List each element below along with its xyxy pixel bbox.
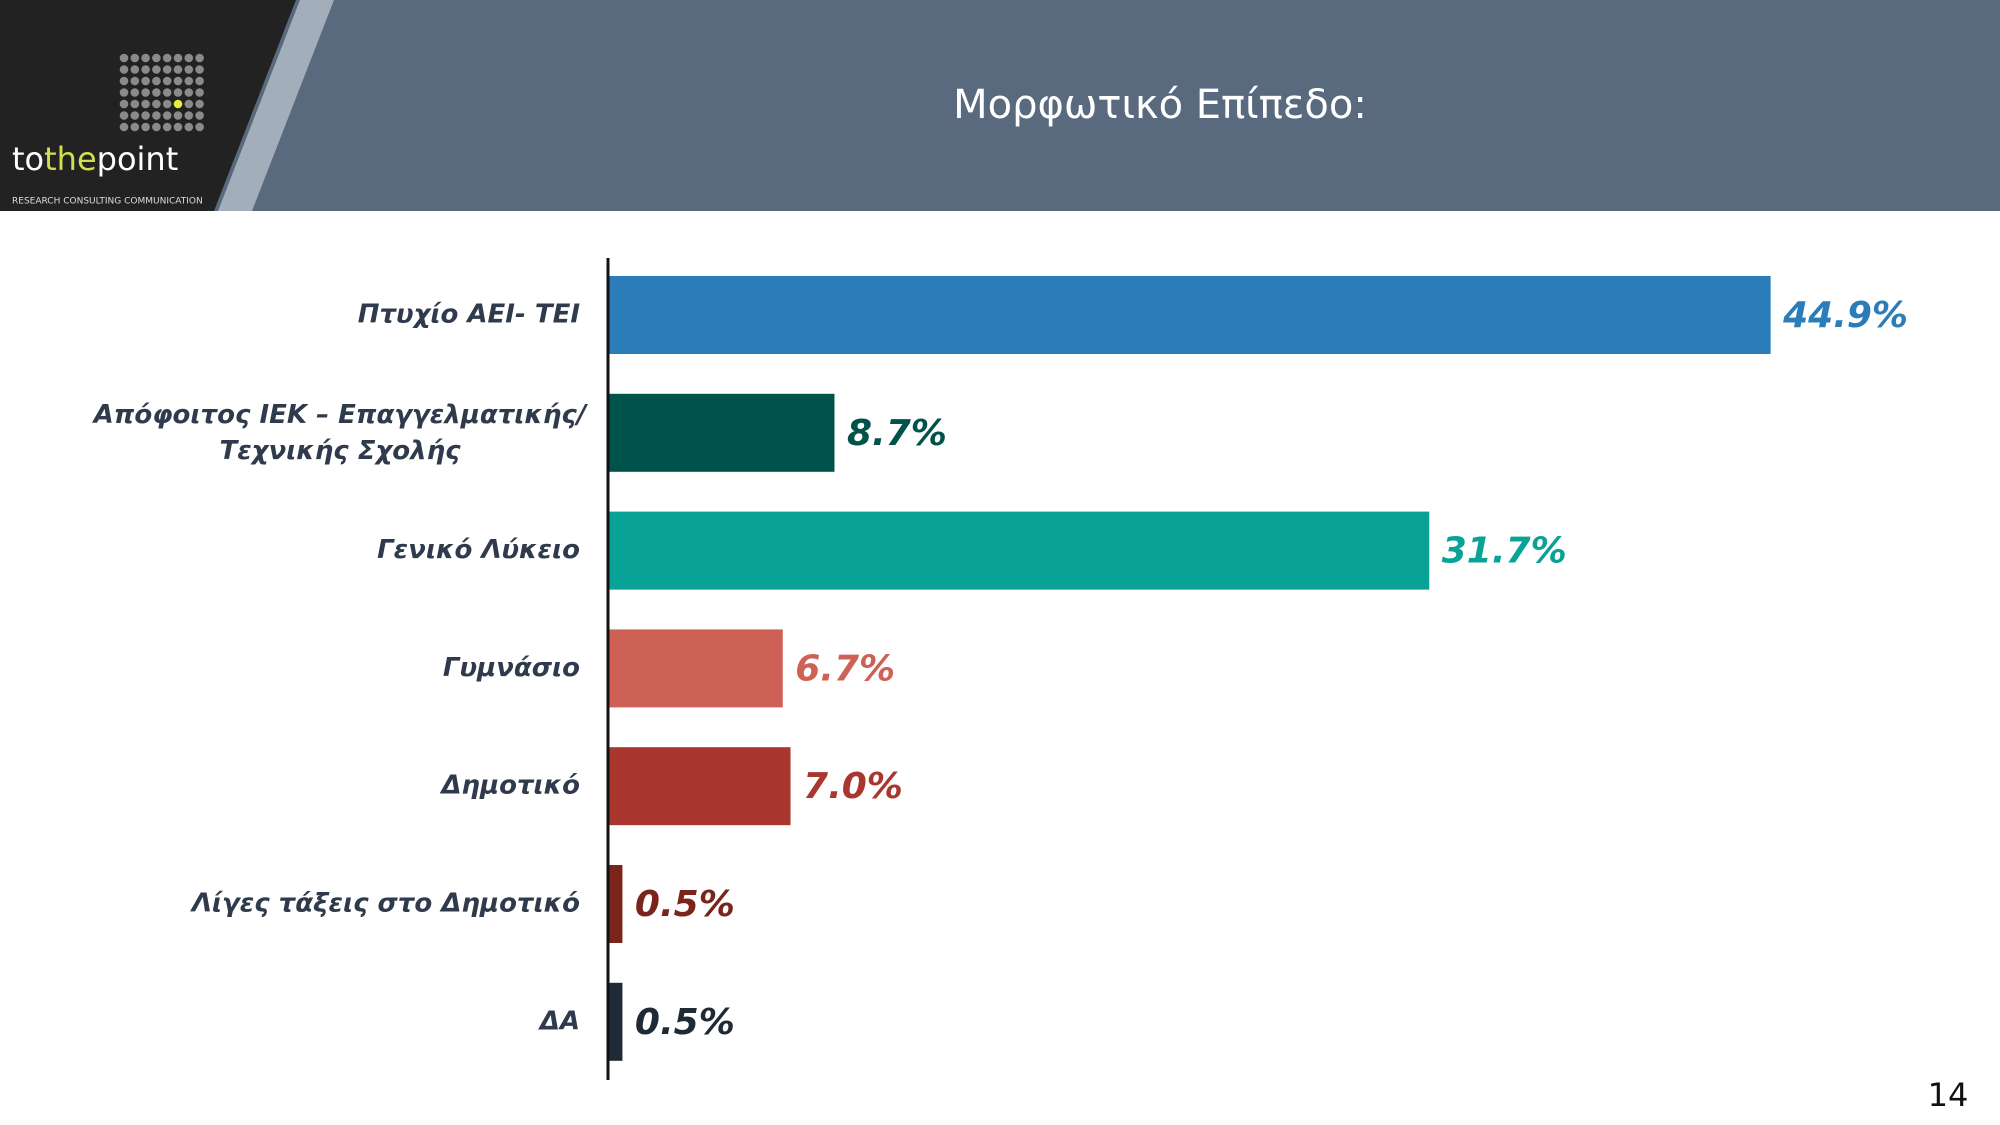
logo-dot	[195, 111, 204, 120]
logo-dot	[195, 88, 204, 97]
logo-dot	[152, 99, 161, 109]
bar	[609, 629, 783, 708]
logo-dot	[195, 76, 204, 86]
category-label: Γυμνάσιο	[443, 653, 580, 683]
logo-text: the	[44, 140, 97, 178]
logo-dots	[119, 53, 204, 132]
logo-dot	[119, 111, 129, 120]
logo-dot	[141, 122, 150, 132]
category-label: Γενικό Λύκειο	[377, 535, 580, 565]
logo-dot	[173, 65, 183, 74]
category-label: Λίγες τάξεις στο Δημοτικό	[190, 889, 580, 919]
logo-tagline: RESEARCH CONSULTING COMMUNICATION	[12, 197, 203, 207]
value-label: 6.7%	[795, 648, 895, 689]
logo-dot	[162, 122, 172, 132]
logo-dot	[119, 65, 129, 74]
category-label: Πτυχίο ΑΕΙ- ΤΕΙ	[358, 300, 581, 330]
logo-dot	[184, 53, 194, 63]
value-label: 0.5%	[635, 884, 735, 925]
chart-title: Μορφωτικό Επίπεδο:	[953, 82, 1367, 128]
logo-dot	[130, 111, 140, 120]
logo-dot	[184, 122, 194, 132]
logo-dot	[173, 88, 183, 97]
category-label: ΔΑ	[538, 1006, 580, 1036]
logo-dot	[141, 99, 150, 109]
logo-dot	[173, 53, 183, 63]
bar	[609, 865, 623, 943]
logo-dot	[173, 122, 183, 132]
logo-dot	[184, 76, 194, 86]
logo-dot	[184, 88, 194, 97]
logo-dot	[173, 111, 183, 120]
logo-dot	[152, 65, 161, 74]
logo-dot	[152, 111, 161, 120]
logo-text: to	[12, 140, 44, 178]
logo-dot	[162, 111, 172, 120]
logo-dot	[130, 65, 140, 74]
logo-dot	[195, 99, 204, 109]
logo-dot	[141, 111, 150, 120]
value-label: 7.0%	[803, 766, 903, 807]
logo-dot	[141, 65, 150, 74]
logo-dot	[195, 122, 204, 132]
bar	[609, 511, 1430, 590]
logo-text: point	[97, 140, 179, 178]
logo-dot	[119, 76, 129, 86]
logo-brand: tothepoint	[12, 140, 178, 178]
logo-dot	[162, 65, 172, 74]
bar	[609, 982, 623, 1061]
logo-dot	[195, 53, 204, 63]
logo-dot	[152, 53, 161, 63]
logo-dot	[130, 122, 140, 132]
logo-dot	[152, 88, 161, 97]
logo-dot	[119, 53, 129, 63]
logo-dot	[184, 65, 194, 74]
logo-dot	[141, 76, 150, 86]
logo-dot	[184, 99, 194, 109]
logo-dot	[141, 53, 150, 63]
logo-dot	[141, 88, 150, 97]
bar	[609, 393, 835, 472]
logo-dot	[130, 88, 140, 97]
bar	[609, 276, 1771, 354]
logo-dot	[130, 99, 140, 109]
header-bar	[0, 0, 2000, 211]
category-label: Απόφοιτος ΙΕΚ – Επαγγελματικής/Τεχνικής …	[92, 399, 589, 465]
logo-dot	[162, 99, 172, 109]
bar	[609, 747, 791, 826]
logo-dot	[152, 122, 161, 132]
logo-dot	[119, 88, 129, 97]
logo-dot	[130, 53, 140, 63]
header-stripe	[218, 0, 334, 211]
logo-dot	[152, 76, 161, 86]
logo-dot	[173, 76, 183, 86]
logo-dot	[162, 76, 172, 86]
logo-dot	[162, 88, 172, 97]
logo-dot	[162, 53, 172, 63]
category-label: Δημοτικό	[439, 771, 580, 801]
value-label: 31.7%	[1442, 531, 1567, 572]
logo-dot	[195, 65, 204, 74]
value-label: 8.7%	[847, 413, 947, 454]
logo-dot	[119, 122, 129, 132]
value-label: 0.5%	[635, 1002, 735, 1043]
logo-dot	[119, 99, 129, 109]
logo-dot	[173, 99, 183, 109]
value-label: 44.9%	[1782, 295, 1908, 336]
page-number: 14	[1928, 1076, 1969, 1114]
logo-dot	[130, 76, 140, 86]
logo-dot	[184, 111, 194, 120]
